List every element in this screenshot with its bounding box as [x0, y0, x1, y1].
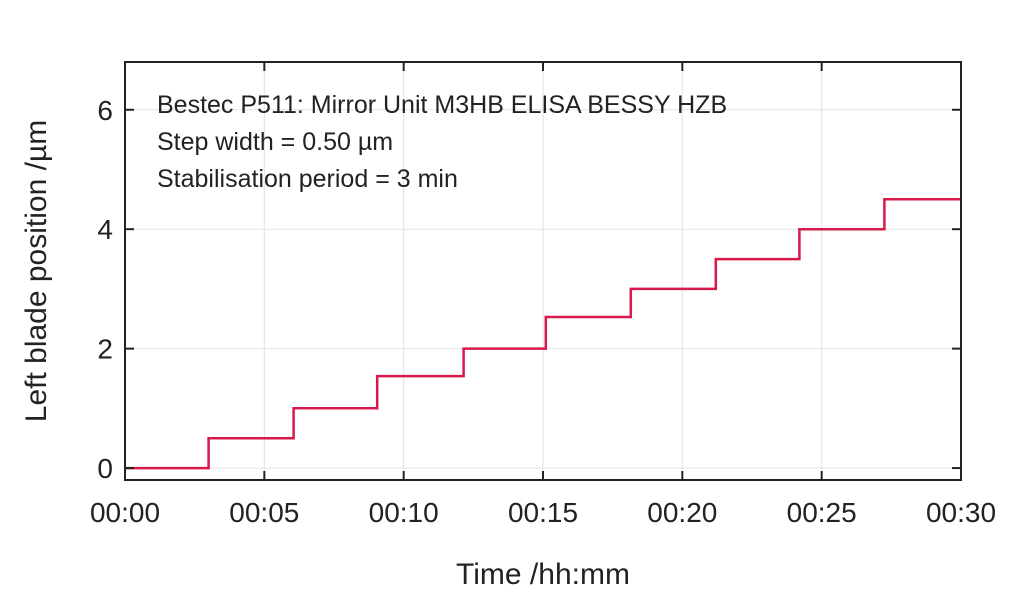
series-line [125, 198, 961, 470]
y-tick-label: 4 [97, 214, 113, 245]
grid [124, 62, 962, 480]
annotation-line: Stabilisation period = 3 min [157, 165, 458, 193]
x-tick-label: 00:30 [926, 497, 996, 528]
x-tick-label: 00:15 [508, 497, 578, 528]
x-tick-label: 00:10 [369, 497, 439, 528]
annotations: Bestec P511: Mirror Unit M3HB ELISA BESS… [157, 91, 727, 193]
x-axis-title: Time /hh:mm [456, 558, 630, 591]
y-tick-label: 2 [97, 334, 113, 365]
x-tick-label: 00:00 [90, 497, 160, 528]
x-tick-label: 00:20 [647, 497, 717, 528]
x-tick-label: 00:05 [229, 497, 299, 528]
annotation-line: Step width = 0.50 µm [157, 128, 393, 156]
y-axis-title: Left blade position /µm [20, 120, 53, 422]
x-tick-label: 00:25 [787, 497, 857, 528]
series-layer [125, 198, 961, 470]
y-tick-label: 0 [97, 453, 113, 484]
y-tick-label: 6 [97, 95, 113, 126]
annotation-line: Bestec P511: Mirror Unit M3HB ELISA BESS… [157, 91, 727, 119]
ticks: 00:00 00:05 00:10 00:15 00:20 00:25 00:30 0 2 4 6 [90, 62, 996, 528]
